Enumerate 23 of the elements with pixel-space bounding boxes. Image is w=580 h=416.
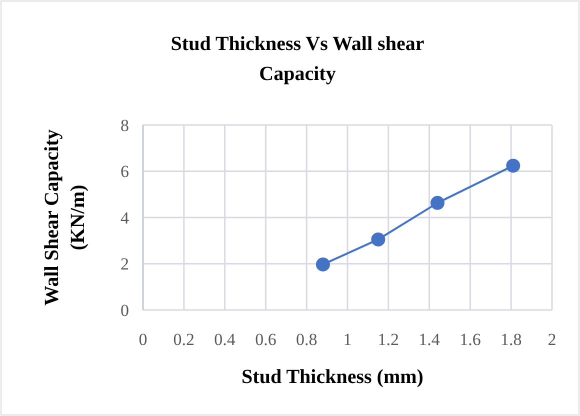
- y-tick-label: 2: [120, 254, 129, 274]
- x-tick-label: 0.4: [214, 330, 236, 349]
- x-tick-label: 2: [548, 330, 556, 349]
- point: [371, 232, 386, 246]
- x-tick-label: 1.8: [500, 330, 522, 349]
- point: [506, 158, 520, 173]
- y-tick-label: 4: [120, 208, 130, 228]
- x-tick-label: 0: [138, 330, 148, 349]
- y-tick-label: 6: [120, 162, 129, 182]
- x-tick-label: 0.6: [255, 330, 276, 349]
- x-tick-label: 0.8: [296, 330, 318, 349]
- x-tick-label: 1.6: [460, 330, 481, 349]
- chart-title: Stud Thickness Vs Wall shear Capacity: [170, 33, 424, 85]
- y-tick-label: 8: [120, 116, 129, 135]
- y-axis-title: Wall Shear Capacity (KN/m): [41, 129, 89, 306]
- x-tick-label: 1: [343, 330, 352, 349]
- x-tick-label: 1.4: [418, 330, 440, 349]
- y-tick-label: 0: [120, 300, 129, 320]
- x-axis-title: Stud Thickness (mm): [242, 366, 424, 388]
- point: [430, 196, 444, 210]
- x-tick-label: 1.2: [378, 330, 400, 349]
- point: [316, 257, 330, 272]
- x-tick-label: 0.2: [173, 330, 195, 349]
